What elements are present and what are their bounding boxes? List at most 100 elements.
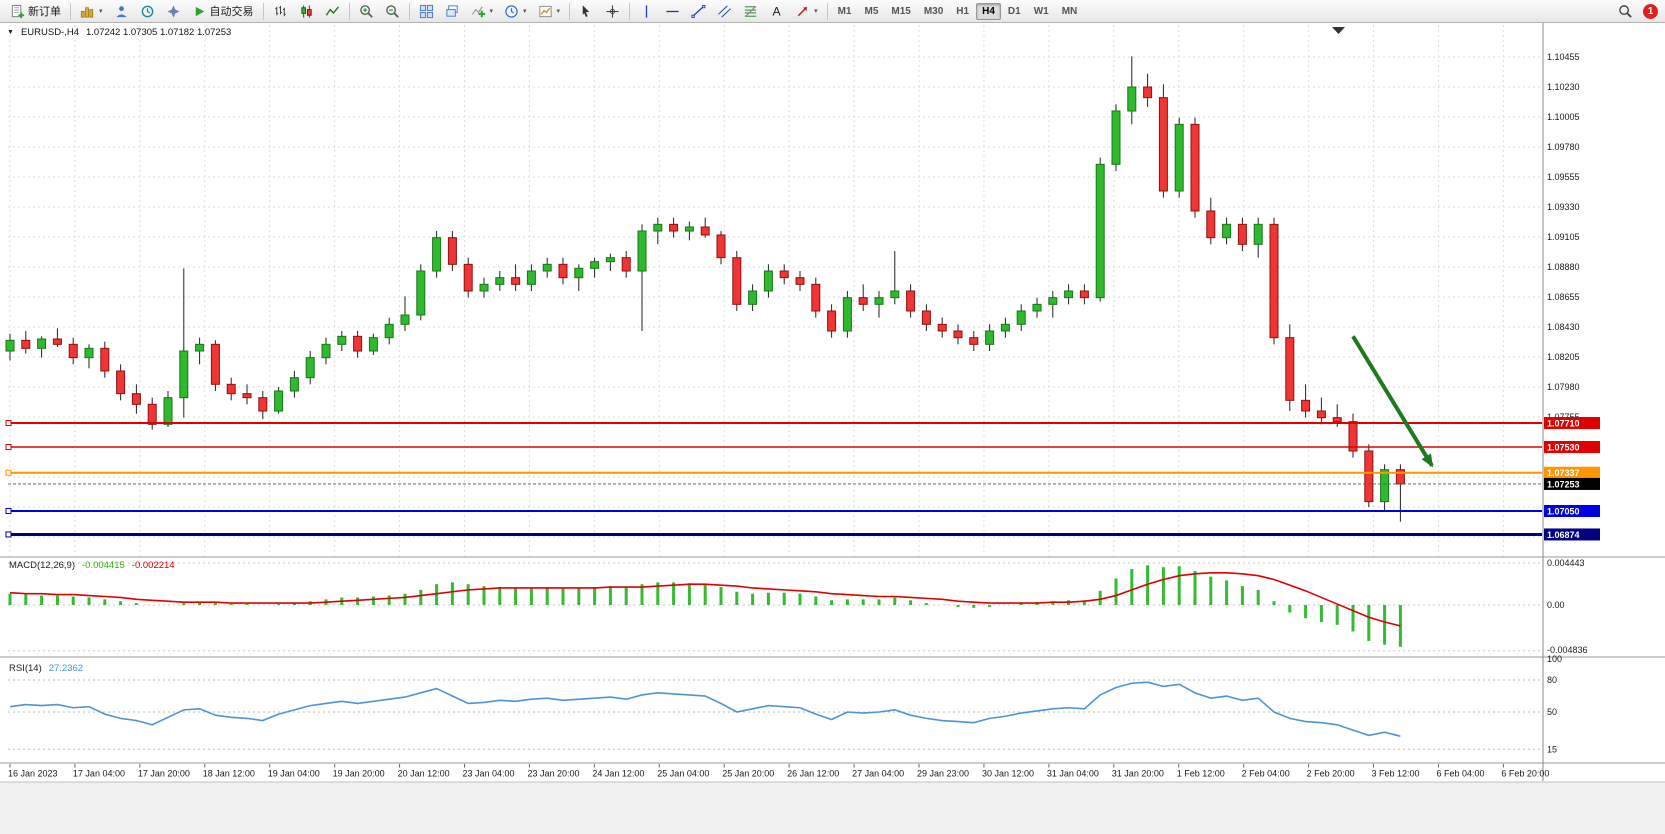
timeframe-m30-button[interactable]: M30 [923, 5, 944, 17]
text-label-button[interactable]: A [764, 1, 789, 22]
price-scale-tick: 1.08655 [1547, 292, 1580, 302]
zoom-in-button[interactable] [354, 1, 379, 22]
candle [906, 284, 916, 318]
price-scale-tick: 1.08430 [1547, 322, 1580, 332]
line-anchor[interactable] [5, 508, 12, 514]
profiles-button[interactable] [109, 1, 134, 22]
line-chart-button[interactable] [320, 1, 345, 22]
arrows-button[interactable]: ▾ [790, 1, 823, 22]
chart-shift-marker[interactable] [1332, 27, 1345, 34]
timeframe-mn-button[interactable]: MN [1061, 5, 1078, 17]
navigator-button[interactable] [161, 1, 186, 22]
cursor-button[interactable] [574, 1, 599, 22]
timeframe-h1-button[interactable]: H1 [956, 5, 970, 17]
price-scale[interactable] [1543, 23, 1665, 781]
price-scale-tick: 1.07980 [1547, 382, 1580, 392]
periods-icon [504, 4, 519, 19]
timeframe-m1-button[interactable]: M1 [837, 5, 852, 17]
macd-signal-line [9, 572, 1401, 627]
fibonacci-button[interactable] [738, 1, 763, 22]
candle [226, 377, 236, 401]
timeframe-d1-button[interactable]: D1 [1007, 5, 1021, 17]
time-axis-label: 23 Jan 20:00 [527, 769, 579, 779]
timeframe-h4-button[interactable]: H4 [976, 2, 1001, 20]
price-scale-tick: 1.09555 [1547, 172, 1580, 182]
candle [511, 264, 521, 291]
timeframe-m15-button[interactable]: M15 [891, 5, 911, 17]
autotrading-button[interactable]: 自动交易 [187, 1, 259, 22]
line-anchor[interactable] [5, 444, 12, 450]
new-order-button[interactable]: 新订单 [5, 1, 66, 22]
candle [1253, 217, 1263, 258]
candle [985, 324, 995, 351]
periods-button[interactable]: ▾ [499, 1, 532, 22]
candle [1190, 117, 1200, 218]
time-axis[interactable] [0, 763, 1665, 782]
candle [1237, 217, 1247, 251]
price-scale-tick: 1.09105 [1547, 232, 1580, 242]
charts-button[interactable]: ▾ [75, 1, 108, 22]
chevron-down-icon: ▾ [556, 8, 561, 15]
svg-text:A: A [773, 4, 782, 18]
zoom-out-button[interactable] [380, 1, 405, 22]
cascade-windows-button[interactable] [440, 1, 465, 22]
vline-icon [639, 4, 654, 19]
macd-scale-tick: 0.00 [1547, 600, 1565, 610]
symbol-period-label: EURUSD-,H4 [20, 27, 79, 38]
bar-chart-button[interactable] [268, 1, 293, 22]
chevron-down-icon: ▾ [814, 8, 818, 15]
profiles-icon [114, 4, 129, 19]
equidistant-channel-button[interactable] [712, 1, 737, 22]
candle [1380, 464, 1390, 511]
crosshair-button[interactable] [600, 1, 625, 22]
time-axis-label: 17 Jan 04:00 [73, 769, 125, 779]
line-anchor[interactable] [5, 420, 12, 426]
chart-window: 1.10455 1.10230 1.10005 1.09780 1.09555 1.093… [0, 23, 1665, 834]
candle [21, 331, 31, 354]
candlestick-chart-button[interactable] [294, 1, 319, 22]
rsi-scale-tick: 15 [1547, 745, 1557, 755]
trendline-icon [691, 4, 706, 19]
chart-menu-arrow-icon[interactable]: ▼ [7, 29, 14, 36]
candle [495, 271, 505, 291]
rsi-scale-tick: 80 [1547, 675, 1557, 685]
candle [1111, 104, 1121, 171]
candle [1269, 217, 1279, 345]
candle [242, 384, 252, 405]
market-watch-button[interactable] [135, 1, 160, 22]
trendline-button[interactable] [686, 1, 711, 22]
trend-arrow-object[interactable] [1351, 335, 1434, 468]
horizontal-line-button[interactable] [660, 1, 685, 22]
time-axis-label: 6 Feb 04:00 [1436, 769, 1484, 779]
candle [653, 217, 663, 245]
line-anchor[interactable] [5, 531, 12, 538]
line-anchor[interactable] [5, 469, 12, 476]
vertical-line-button[interactable] [634, 1, 659, 22]
chart-canvas[interactable]: 1.10455 1.10230 1.10005 1.09780 1.09555 1.093… [0, 23, 1665, 834]
price-line-label-text: 1.07337 [1547, 468, 1580, 478]
candle [716, 231, 726, 265]
notification-badge[interactable]: 1 [1643, 3, 1658, 19]
tile-windows-button[interactable] [414, 1, 439, 22]
candle [100, 341, 110, 378]
candle [526, 264, 536, 291]
candle [1206, 197, 1216, 245]
timeframe-m5-button[interactable]: M5 [864, 5, 879, 17]
timeframe-w1-button[interactable]: W1 [1033, 5, 1049, 17]
crosshair-icon [605, 4, 620, 19]
candle [1143, 73, 1153, 107]
new-order-button-label: 新订单 [28, 6, 61, 18]
candle [763, 264, 773, 298]
time-axis-label: 27 Jan 04:00 [852, 769, 904, 779]
candle [321, 337, 331, 365]
search-button[interactable] [1613, 1, 1638, 22]
candle [5, 333, 15, 361]
price-line-label-text: 1.07050 [1547, 507, 1580, 517]
templates-button[interactable]: ▾ [533, 1, 566, 22]
rsi-scale-tick: 100 [1547, 654, 1562, 664]
candle [1158, 84, 1168, 198]
time-axis-label: 17 Jan 20:00 [138, 769, 190, 779]
candle [669, 217, 679, 238]
candle [1127, 56, 1137, 125]
indicators-button[interactable]: ▾ [466, 1, 499, 22]
